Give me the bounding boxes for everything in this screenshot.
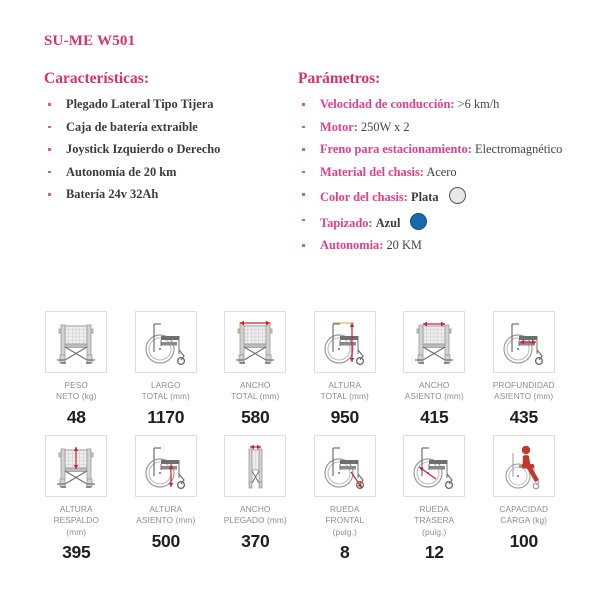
dimension-card-value: 370	[241, 530, 270, 551]
dimension-card-grid: PESO NETO (kg) 48 LARGO TOTAL (mm) 1170 AN…	[44, 311, 556, 563]
dimension-card-value: 580	[241, 406, 270, 427]
feature-label: Caja de batería extraíble	[66, 119, 198, 134]
feature-label: Joystick Izquierdo o Derecho	[66, 142, 221, 156]
wheelchair-side-height-icon	[313, 311, 376, 373]
dimension-card: PESO NETO (kg) 48	[44, 311, 109, 428]
feature-item: Batería 24v 32Ah	[44, 187, 294, 203]
parameter-item: Motor: 250W x 2	[298, 120, 568, 136]
blue-color-swatch-icon	[410, 212, 428, 230]
dimension-card-label: ALTURA ASIENTO (mm)	[136, 503, 196, 526]
parameter-item: Color del chasis: Plata	[298, 187, 568, 206]
dimension-card: ALTURA ASIENTO (mm) 500	[134, 434, 199, 563]
parameters-column: Parámetros: Velocidad de conducción: >6 …	[298, 70, 568, 261]
dimension-card: PROFUNDIDAD ASIENTO (mm) 435	[492, 311, 557, 428]
dimension-card: RUEDA TRASERA (pulg.) 12	[402, 434, 467, 563]
page-title: SU-ME W501	[44, 33, 136, 49]
parameter-item: Autonomia: 20 KM	[298, 238, 568, 254]
feature-label: Batería 24v 32Ah	[66, 187, 159, 201]
parameter-label: Material del chasis:	[320, 164, 424, 179]
dimension-card-value: 415	[420, 406, 449, 427]
parameter-label: Tapizado:	[320, 215, 373, 230]
dimension-card: ANCHO TOTAL (mm) 580	[223, 311, 288, 428]
features-heading: Características:	[44, 70, 150, 87]
seat-height-icon	[134, 434, 197, 497]
dimension-card-value: 100	[509, 530, 539, 551]
wheelchair-front-icon	[45, 311, 108, 373]
folded-width-icon	[224, 434, 287, 497]
dimension-card-value: 395	[62, 542, 91, 563]
dimension-card: RUEDA FRONTAL (pulg.) 8	[313, 434, 378, 563]
parameter-value: Azul	[375, 215, 401, 230]
dimension-card-value: 435	[509, 406, 539, 427]
parameter-item: Tapizado: Azul	[298, 212, 568, 232]
parameter-value: Plata	[411, 190, 439, 204]
dimension-card-label: ALTURA TOTAL (mm)	[320, 380, 369, 402]
wheelchair-side-icon	[134, 311, 197, 373]
dimension-card-label: ANCHO ASIENTO (mm)	[404, 380, 464, 402]
parameter-label: Color del chasis:	[320, 190, 408, 204]
feature-item: Plegado Lateral Tipo Tijera	[44, 97, 294, 113]
dimension-card: ALTURA TOTAL (mm) 950	[313, 311, 378, 428]
dimension-card-label: ANCHO TOTAL (mm)	[231, 380, 280, 402]
dimension-card-value: 12	[424, 542, 444, 563]
parameter-label: Velocidad de conducción:	[320, 97, 455, 111]
dimension-card-value: 48	[66, 406, 86, 427]
feature-label: Autonomía de 20 km	[66, 164, 177, 179]
seat-width-icon	[403, 311, 466, 373]
parameter-value: 20 KM	[386, 238, 422, 252]
parameter-label: Freno para estacionamiento:	[320, 142, 472, 156]
parameters-list: Velocidad de conducción: >6 km/h Motor: 2…	[298, 97, 568, 254]
parameter-value: Acero	[426, 164, 457, 179]
front-wheel-icon	[313, 434, 376, 497]
dimension-card-value: 950	[330, 406, 360, 427]
dimension-card: ANCHO ASIENTO (mm) 415	[402, 311, 467, 428]
feature-item: Autonomía de 20 km	[44, 165, 294, 181]
dimension-card-label: ALTURA RESPALDO (mm)	[53, 503, 99, 537]
parameter-label: Autonomia:	[320, 238, 384, 252]
dimension-card-label: RUEDA TRASERA (pulg.)	[414, 503, 455, 537]
parameter-value: >6 km/h	[457, 97, 500, 111]
parameter-value: 250W x 2	[360, 119, 410, 134]
dimension-card-label: ANCHO PLEGADO (mm)	[223, 503, 287, 526]
rear-wheel-icon	[403, 434, 466, 497]
parameters-heading: Parámetros:	[298, 70, 381, 87]
dimension-card-label: CAPACIDAD CARGA (kg)	[499, 503, 549, 526]
wheelchair-front-width-icon	[224, 311, 287, 373]
silver-color-swatch-icon	[448, 187, 466, 204]
parameter-label: Motor:	[320, 119, 358, 134]
dimension-card-value: 8	[340, 542, 350, 563]
dimension-card-label: PESO NETO (kg)	[56, 380, 97, 402]
backrest-height-icon	[45, 434, 108, 497]
load-capacity-icon	[492, 434, 555, 497]
features-list: Plegado Lateral Tipo Tijera Caja de bater…	[44, 97, 294, 203]
dimension-card-label: RUEDA FRONTAL (pulg.)	[325, 503, 365, 537]
features-column: Características: Plegado Lateral Tipo Ti…	[44, 70, 294, 210]
parameter-item: Material del chasis: Acero	[298, 165, 568, 181]
dimension-card-value: 1170	[147, 406, 185, 427]
parameter-value: Electromagnético	[475, 142, 563, 156]
feature-item: Caja de batería extraíble	[44, 120, 294, 136]
parameter-item: Freno para estacionamiento: Electromagné…	[298, 142, 568, 158]
parameter-item: Velocidad de conducción: >6 km/h	[298, 97, 568, 113]
seat-depth-icon	[492, 311, 555, 373]
dimension-card-label: LARGO TOTAL (mm)	[141, 380, 190, 402]
dimension-card: ALTURA RESPALDO (mm) 395	[44, 434, 109, 563]
dimension-card: LARGO TOTAL (mm) 1170	[134, 311, 199, 428]
dimension-card-label: PROFUNDIDAD ASIENTO (mm)	[492, 380, 555, 402]
feature-item: Joystick Izquierdo o Derecho	[44, 142, 294, 158]
feature-label: Plegado Lateral Tipo Tijera	[66, 97, 214, 111]
dimension-card: CAPACIDAD CARGA (kg) 100	[492, 434, 557, 563]
dimension-card-value: 500	[151, 530, 181, 551]
dimension-card: ANCHO PLEGADO (mm) 370	[223, 434, 288, 563]
